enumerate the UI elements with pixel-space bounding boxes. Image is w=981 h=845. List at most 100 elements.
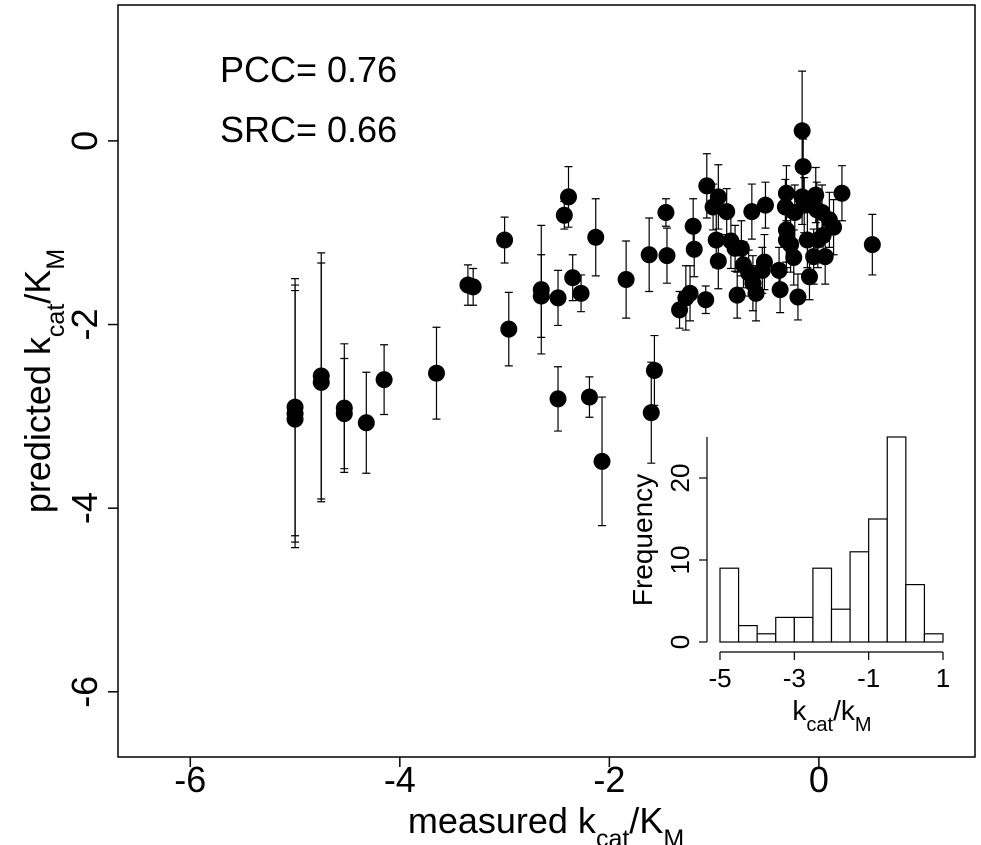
point — [718, 203, 736, 221]
point — [800, 268, 818, 286]
point — [756, 196, 774, 214]
point — [685, 240, 703, 258]
x-tick-label: -6 — [174, 759, 206, 800]
point — [658, 247, 676, 265]
point — [747, 284, 765, 302]
label-part: cat — [806, 714, 833, 736]
point — [549, 289, 567, 307]
label-part: predicted k — [17, 336, 58, 513]
histogram-bar — [812, 567, 833, 643]
point — [640, 246, 658, 264]
histogram-bar — [868, 518, 888, 643]
point — [657, 204, 675, 222]
axis-label: measured kcat/KM — [408, 800, 684, 845]
y-tick-label: -4 — [64, 492, 105, 524]
point — [681, 284, 699, 302]
annotation: SRC= 0.66 — [220, 109, 397, 150]
point — [743, 203, 761, 221]
point — [709, 252, 727, 270]
point — [770, 261, 788, 279]
point — [357, 414, 375, 432]
y-tick-label: 10 — [665, 546, 695, 575]
x-tick-label: -4 — [384, 759, 416, 800]
point — [709, 188, 727, 206]
label-part: M — [42, 249, 70, 270]
point — [789, 288, 807, 306]
point — [807, 186, 825, 204]
axis-label: predicted kcat/KM — [17, 249, 70, 513]
label-part: k — [841, 695, 856, 726]
histogram-bar — [719, 567, 740, 643]
x-tick-label: -3 — [783, 663, 806, 693]
label-part: cat — [596, 825, 629, 845]
histogram-bar — [775, 616, 795, 643]
y-tick-label: -6 — [64, 676, 105, 708]
y-tick-label: 20 — [665, 464, 695, 493]
axis-label: kcat/kM — [792, 695, 871, 736]
point — [785, 249, 803, 267]
label-part: cat — [42, 304, 70, 337]
axis-label: Frequency — [627, 474, 658, 606]
point — [728, 286, 746, 304]
y-tick-label: 0 — [665, 635, 695, 649]
histogram-bar — [793, 616, 814, 643]
point — [312, 373, 330, 391]
point — [587, 228, 605, 246]
x-tick-label: -5 — [708, 663, 731, 693]
label-part: / — [17, 294, 58, 304]
label-part: / — [833, 695, 841, 726]
point — [532, 287, 550, 305]
label-part: K — [639, 800, 663, 841]
point — [555, 206, 573, 224]
y-tick-label: 0 — [64, 131, 105, 151]
point — [375, 371, 393, 389]
y-tick-label: -2 — [64, 309, 105, 341]
x-tick-label: 1 — [936, 663, 950, 693]
point — [698, 177, 716, 195]
point — [500, 320, 518, 338]
point — [642, 404, 660, 422]
point — [496, 231, 514, 249]
point — [732, 239, 750, 257]
histogram-bar — [830, 608, 851, 643]
point — [707, 231, 725, 249]
point — [464, 278, 482, 296]
point — [617, 271, 635, 289]
plot-frame — [117, 4, 976, 758]
point — [427, 364, 445, 382]
label-part: k — [792, 695, 807, 726]
point — [593, 452, 611, 470]
point — [794, 158, 812, 176]
point — [793, 122, 811, 140]
x-tick-label: -2 — [593, 759, 625, 800]
point — [286, 410, 304, 428]
point — [863, 236, 881, 254]
label-part: measured k — [408, 800, 597, 841]
label-part: K — [17, 270, 58, 294]
point — [777, 184, 795, 202]
x-tick-label: 0 — [809, 759, 829, 800]
annotation: PCC= 0.76 — [220, 49, 397, 90]
label-part: Frequency — [627, 474, 658, 606]
point — [755, 253, 773, 271]
point — [335, 405, 353, 423]
label-part: M — [663, 825, 684, 845]
histogram-bar — [849, 551, 870, 643]
point — [645, 361, 663, 379]
point — [782, 236, 800, 254]
point — [816, 248, 834, 266]
histogram-bar — [923, 633, 944, 643]
histogram-bar — [905, 583, 926, 643]
point — [560, 188, 578, 206]
x-tick-label: -1 — [857, 663, 880, 693]
point — [825, 218, 843, 236]
point — [549, 390, 567, 408]
point — [684, 217, 702, 235]
point — [572, 284, 590, 302]
point — [564, 269, 582, 287]
histogram-bar — [756, 633, 777, 643]
histogram-bar — [886, 436, 907, 643]
point — [580, 388, 598, 406]
